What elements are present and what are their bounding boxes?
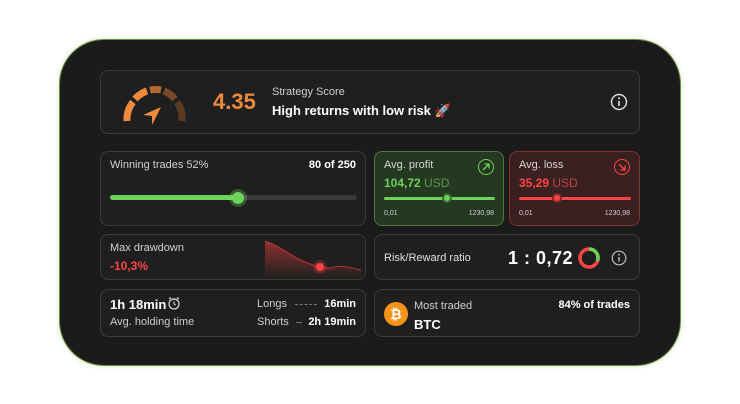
- avg-loss-label: Avg. loss: [519, 159, 564, 171]
- avg-holding-time-value: 1h 18min: [110, 297, 167, 312]
- avg-loss-range-knob: [552, 193, 562, 203]
- avg-loss-card: Avg. loss 35,29 USD 0,01 1230,98: [509, 151, 640, 226]
- shorts-dash: [296, 322, 302, 323]
- strategy-score-card: 4.35 Strategy Score High returns with lo…: [100, 70, 640, 134]
- most-traded-share: 84% of trades: [558, 299, 630, 311]
- longs-dash: [295, 304, 317, 305]
- max-drawdown-label: Max drawdown: [110, 242, 184, 254]
- avg-profit-min: 0,01: [384, 210, 398, 217]
- avg-profit-range-bar: [384, 193, 495, 203]
- drawdown-sparkline: [264, 240, 362, 279]
- winning-trades-bar-knob: [232, 191, 245, 204]
- avg-profit-unit: USD: [424, 176, 450, 190]
- avg-loss-unit: USD: [552, 176, 578, 190]
- avg-profit-label: Avg. profit: [384, 159, 434, 171]
- avg-loss-value: 35,29 USD: [519, 176, 578, 190]
- winning-trades-bar: [110, 191, 357, 204]
- winning-trades-card: Winning trades 52% 80 of 250: [100, 151, 366, 226]
- winning-trades-label: Winning trades 52%: [110, 159, 209, 171]
- avg-loss-max: 1230,98: [604, 210, 630, 217]
- arrow-up-right-icon: [478, 159, 494, 175]
- longs-label: Longs: [257, 298, 287, 310]
- risk-reward-info-icon[interactable]: [611, 250, 627, 266]
- shorts-label: Shorts: [257, 316, 289, 328]
- avg-profit-card: Avg. profit 104,72 USD 0,01 1230,98: [374, 151, 504, 226]
- winning-trades-bar-fill: [110, 195, 239, 200]
- risk-reward-value: 1 : 0,72: [508, 248, 574, 268]
- most-traded-card: ₿ Most traded BTC 84% of trades: [374, 289, 640, 337]
- strategy-score-label: Strategy Score: [272, 86, 345, 98]
- avg-profit-max: 1230,98: [468, 210, 494, 217]
- avg-profit-amount: 104,72: [384, 176, 421, 190]
- score-info-icon[interactable]: [610, 93, 628, 111]
- arrow-down-right-icon: [614, 159, 630, 175]
- most-traded-coin: BTC: [414, 317, 441, 332]
- risk-reward-ring: [578, 247, 600, 269]
- avg-profit-value: 104,72 USD: [384, 176, 449, 190]
- avg-loss-amount: 35,29: [519, 176, 550, 190]
- most-traded-label: Most traded: [414, 300, 473, 312]
- risk-reward-label: Risk/Reward ratio: [384, 252, 471, 264]
- longs-value: 16min: [324, 298, 356, 310]
- score-gauge: [123, 85, 186, 125]
- strategy-score-description: High returns with low risk 🚀: [272, 103, 451, 118]
- avg-loss-min: 0,01: [519, 210, 533, 217]
- max-drawdown-card: Max drawdown -10,3%: [100, 234, 366, 280]
- gauge-needle-icon: [143, 107, 161, 125]
- max-drawdown-value: -10,3%: [110, 259, 149, 273]
- alarm-clock-icon: [167, 296, 181, 315]
- winning-trades-count: 80 of 250: [308, 159, 356, 171]
- avg-profit-range-knob: [442, 193, 452, 203]
- shorts-value: 2h 19min: [308, 316, 356, 328]
- bitcoin-icon: ₿: [384, 302, 408, 326]
- avg-loss-range-bar: [519, 193, 631, 203]
- holding-time-card: 1h 18min Avg. holding time Longs 16min S…: [100, 289, 366, 337]
- strategy-score-value: 4.35: [213, 89, 256, 114]
- avg-holding-time-label: Avg. holding time: [110, 316, 195, 328]
- risk-reward-card: Risk/Reward ratio 1 : 0,72: [374, 234, 640, 280]
